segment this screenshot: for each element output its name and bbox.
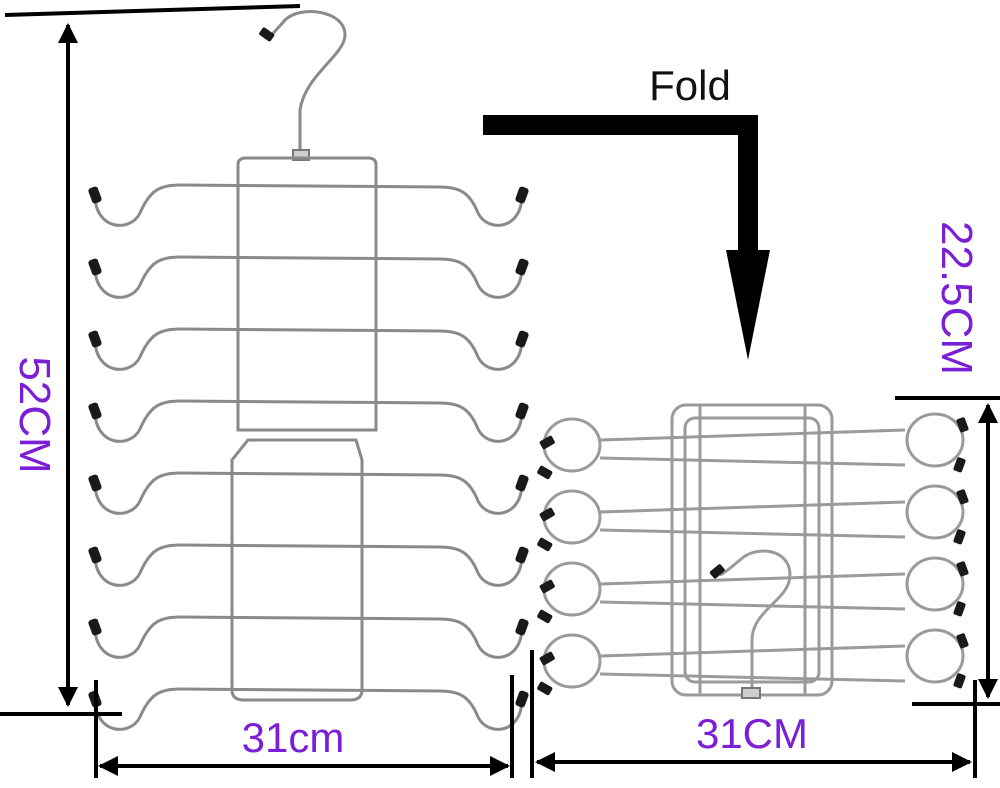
rubber-tips [88, 186, 529, 708]
rubber-tip [539, 507, 555, 522]
rubber-tip [537, 465, 553, 480]
width-dimension-folded [530, 650, 977, 778]
rubber-tip [537, 681, 553, 696]
rubber-tip [539, 579, 555, 594]
rubber-tip [88, 330, 102, 348]
rubber-tip [88, 474, 102, 492]
rubber-tip [88, 546, 102, 564]
crossbar-wire [93, 543, 524, 587]
crossbar-wire [93, 615, 524, 659]
rubber-tip [956, 561, 969, 577]
folded-loop-left [542, 489, 602, 545]
width-dimension-unfolded [94, 675, 514, 778]
rubber-tip [515, 330, 529, 348]
height-label-folded: 22.5CM [932, 221, 981, 375]
folded-rubber-tips [537, 417, 969, 696]
rubber-tip [953, 601, 966, 617]
width-label-folded: 31CM [696, 710, 808, 757]
unfolded-hanger [93, 10, 524, 731]
rubber-tip [537, 537, 553, 552]
rubber-tip [515, 186, 529, 204]
rubber-tip [515, 618, 529, 636]
folded-loop-right [905, 484, 965, 540]
folded-loop-left [542, 561, 602, 617]
hook-clip [292, 149, 310, 161]
rubber-tip [88, 186, 102, 204]
width-label-unfolded: 31cm [242, 714, 345, 761]
height-dimension-unfolded [0, 4, 301, 716]
hanger-hook [267, 10, 347, 155]
folded-hanger [542, 403, 965, 699]
rubber-tip [956, 633, 969, 649]
crossbar-wire [93, 471, 524, 515]
folded-loop-left [542, 417, 602, 473]
height-dimension-folded [895, 396, 1000, 706]
rubber-tip [515, 474, 529, 492]
rubber-tip [515, 690, 529, 708]
crossbar-wire [93, 183, 524, 227]
rubber-tip [953, 529, 966, 545]
rubber-tip [956, 417, 969, 433]
rubber-tip [88, 258, 102, 276]
rubber-tip [515, 402, 529, 420]
folded-crossbar-wire [599, 572, 906, 611]
fold-arrow-icon [483, 115, 770, 360]
folded-hook-tip-icon [709, 564, 725, 579]
folded-loop-right [905, 556, 965, 612]
rubber-tip [539, 651, 555, 666]
rubber-tip [88, 402, 102, 420]
rubber-tip [956, 489, 969, 505]
rubber-tip [515, 258, 529, 276]
height-label-unfolded: 52CM [10, 356, 59, 473]
crossbar-wire [93, 255, 524, 299]
crossbar-wire [93, 327, 524, 371]
rubber-tip [515, 546, 529, 564]
hook-tip-icon [259, 27, 275, 42]
lower-frame [230, 438, 364, 702]
crossbar-wire [93, 399, 524, 443]
folded-loop-left [542, 633, 602, 689]
folded-crossbar-wire [599, 428, 906, 467]
folded-loop-right [905, 412, 965, 468]
upper-frame [236, 156, 378, 432]
rubber-tip [953, 673, 966, 689]
folded-hook [719, 549, 792, 695]
crossbars [93, 183, 524, 731]
fold-label: Fold [649, 62, 731, 109]
rubber-tip [539, 435, 555, 450]
rubber-tip [537, 609, 553, 624]
crossbar-wire [93, 687, 524, 731]
folded-loop-right [905, 628, 965, 684]
rubber-tip [953, 457, 966, 473]
folded-crossbar-wire [599, 500, 906, 539]
rubber-tip [88, 618, 102, 636]
